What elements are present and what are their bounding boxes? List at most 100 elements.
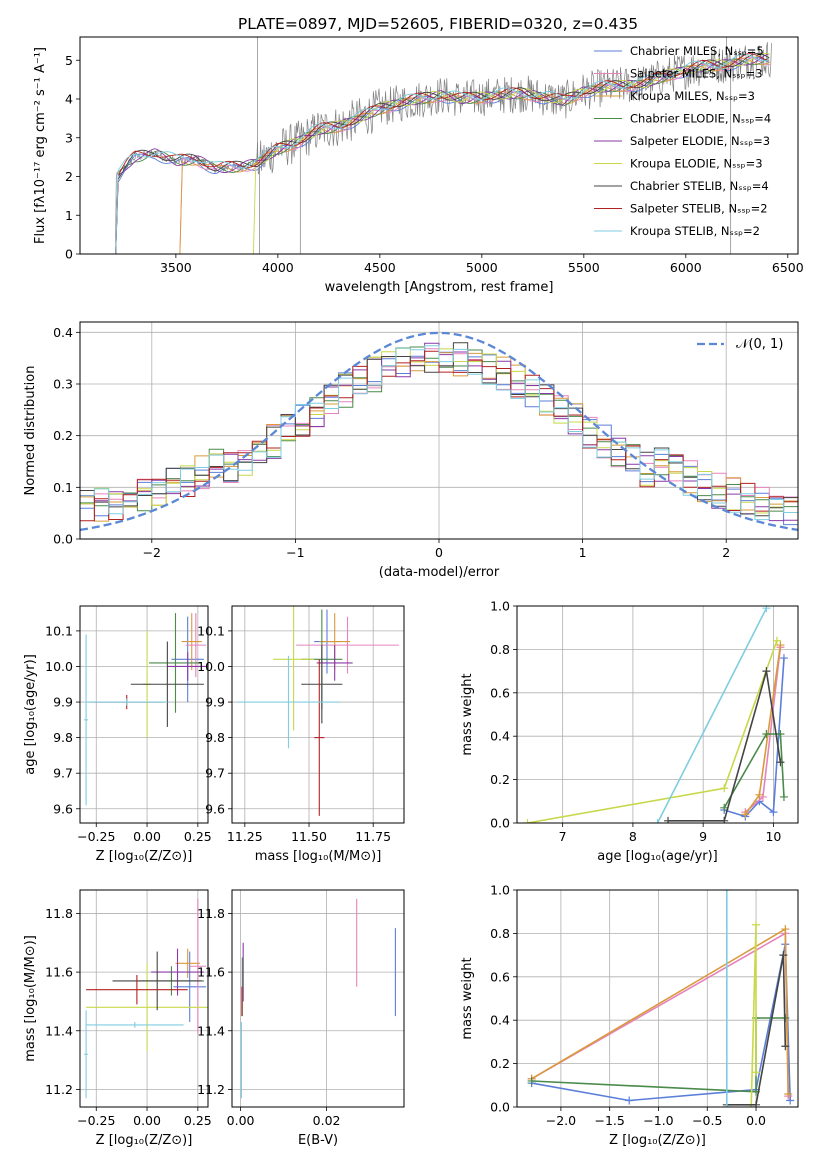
- x-tick-label: 6000: [670, 260, 702, 275]
- y-axis-label: mass weight: [460, 673, 475, 755]
- y-tick-label: 10.1: [45, 623, 73, 638]
- y-tick-label: 10.1: [197, 623, 225, 638]
- model-curve-4: [115, 57, 770, 254]
- plot-area: [527, 890, 795, 1107]
- y-tick-label: 1.0: [490, 883, 510, 898]
- legend: 𝒩(0, 1): [697, 337, 783, 352]
- x-axis-label: E(B-V): [298, 1133, 338, 1148]
- x-tick-label: −0.25: [77, 829, 115, 844]
- y-tick-label: 9.9: [53, 695, 73, 710]
- y-tick-label: 0.3: [53, 377, 73, 392]
- y-tick-label: 11.8: [45, 906, 73, 921]
- mass-weight-marker: [755, 790, 764, 799]
- x-tick-label: −0.5: [692, 1113, 722, 1128]
- mass-weight-marker: [781, 925, 790, 934]
- x-tick-label: 0.00: [227, 1113, 255, 1128]
- x-tick-label: 9: [699, 829, 707, 844]
- x-tick-label: 2: [722, 545, 730, 560]
- axes-frame: [79, 321, 799, 540]
- y-tick-label: 9.7: [53, 766, 73, 781]
- axes-frame: [516, 889, 799, 1108]
- panel-mass-vs-Z: −0.25 0.00 0.25 11.2 11.4 11.6 11.8 Z [log₁₀(Z/…: [23, 889, 212, 1148]
- panel-age-vs-Z: −0.25 0.00 0.25 9.6 9.7 9.8 9.9 10.0 10.1 Z [log₁…: [23, 605, 212, 864]
- legend-entry: Chabrier STELIB, Nₛₛₚ=4: [630, 179, 769, 193]
- y-tick-label: 0: [65, 247, 73, 262]
- mass-weight-marker: [762, 667, 771, 676]
- mass-weight-marker: [752, 1068, 761, 1077]
- x-tick-label: −1.5: [595, 1113, 625, 1128]
- mass-weight-line: [656, 607, 768, 823]
- plot-area: [80, 331, 798, 532]
- x-tick-label: −2: [143, 545, 161, 560]
- mass-weight-marker: [664, 816, 673, 823]
- x-axis-label: Z [log₁₀(Z/Z⊙)]: [609, 1133, 706, 1148]
- legend-entry: Salpeter ELODIE, Nₛₛₚ=3: [630, 134, 770, 148]
- y-tick-label: 9.7: [205, 766, 225, 781]
- x-tick-label: 0.25: [184, 829, 212, 844]
- y-axis-label: Normed distribution: [23, 366, 38, 496]
- y-tick-label: 10.0: [45, 659, 73, 674]
- model-curve-5: [115, 53, 770, 254]
- mass-weight-marker: [752, 1100, 761, 1107]
- mass-weight-marker: [625, 1096, 634, 1105]
- panel-age-vs-mass: 11.25 11.50 11.75 9.6 9.7 9.8 9.9 10.0 10.1 mass …: [197, 605, 405, 864]
- y-tick-label: 11.6: [45, 965, 73, 980]
- mass-weight-marker: [779, 792, 788, 801]
- mass-weight-marker: [776, 730, 785, 739]
- y-tick-label: 0.4: [53, 325, 73, 340]
- mass-weight-marker: [752, 920, 761, 929]
- x-tick-label: 8: [629, 829, 637, 844]
- x-tick-label: 3500: [160, 260, 192, 275]
- histogram-8: [80, 350, 798, 522]
- y-tick-label: 0.4: [490, 1013, 510, 1028]
- mass-weight-line: [723, 733, 785, 809]
- x-tick-label: −1: [286, 545, 304, 560]
- plot-area: [240, 898, 396, 1099]
- legend-entry: Kroupa STELIB, Nₛₛₚ=2: [630, 224, 760, 238]
- x-tick-label: 0.25: [184, 1113, 212, 1128]
- y-tick-label: 11.2: [45, 1082, 73, 1097]
- y-tick-label: 0.8: [490, 926, 510, 941]
- mass-weight-marker: [769, 808, 778, 817]
- y-tick-label: 1.0: [490, 599, 510, 614]
- y-tick-label: 10.0: [197, 659, 225, 674]
- x-tick-label: 11.25: [227, 829, 263, 844]
- mass-weight-marker: [527, 1076, 536, 1085]
- model-curve-3: [179, 57, 771, 254]
- mass-weight-marker: [720, 803, 729, 812]
- plot-area: [84, 898, 208, 1099]
- y-tick-label: 0.1: [53, 480, 73, 495]
- y-tick-label: 0.6: [490, 685, 510, 700]
- y-tick-label: 9.6: [205, 801, 225, 816]
- mass-weight-line: [726, 954, 787, 1106]
- mass-weight-marker: [523, 819, 532, 823]
- legend-entry: Chabrier MILES, Nₛₛₚ=5: [630, 44, 764, 58]
- y-tick-label: 9.8: [205, 730, 225, 745]
- legend: Chabrier MILES, Nₛₛₚ=5 Salpeter MILES, Nₛ…: [594, 44, 771, 238]
- y-tick-label: 0.8: [490, 642, 510, 657]
- y-tick-label: 3: [65, 130, 73, 145]
- gaussian-curve: [80, 331, 798, 532]
- x-tick-label: 0.00: [133, 1113, 161, 1128]
- panel-mass-weight-vs-age: 7 8 9 10 0.0 0.2 0.4 0.6 0.8 1.0 age [log₁₀(age/yr…: [460, 599, 799, 864]
- y-axis-label: mass weight: [460, 957, 475, 1039]
- mass-weight-marker: [786, 1096, 795, 1105]
- legend-entry: Salpeter STELIB, Nₛₛₚ=2: [630, 202, 768, 216]
- y-tick-label: 0.4: [490, 729, 510, 744]
- legend-entry: 𝒩(0, 1): [736, 337, 783, 352]
- x-tick-label: 11.50: [291, 829, 327, 844]
- y-tick-label: 0.2: [490, 1056, 510, 1071]
- y-tick-label: 5: [65, 53, 73, 68]
- x-tick-label: 5500: [568, 260, 600, 275]
- panel-mass-vs-ebv: 0.00 0.02 11.2 11.4 11.6 11.8 E(B-V): [197, 889, 405, 1148]
- y-tick-label: 0.0: [53, 532, 73, 547]
- legend-entry: Salpeter MILES, Nₛₛₚ=3: [630, 67, 763, 81]
- mass-weight-marker: [653, 819, 662, 823]
- mass-weight-marker: [779, 654, 788, 663]
- x-axis-label: wavelength [Angstrom, rest frame]: [325, 280, 554, 295]
- panels: 3500 4000 4500 5000 5500 6000 6500 0 1 2 3 4 5 wavele…: [23, 36, 804, 1148]
- x-tick-label: 0.0: [746, 1113, 766, 1128]
- legend-entry: Chabrier ELODIE, Nₛₛₚ=4: [630, 112, 771, 126]
- mass-weight-marker: [720, 784, 729, 793]
